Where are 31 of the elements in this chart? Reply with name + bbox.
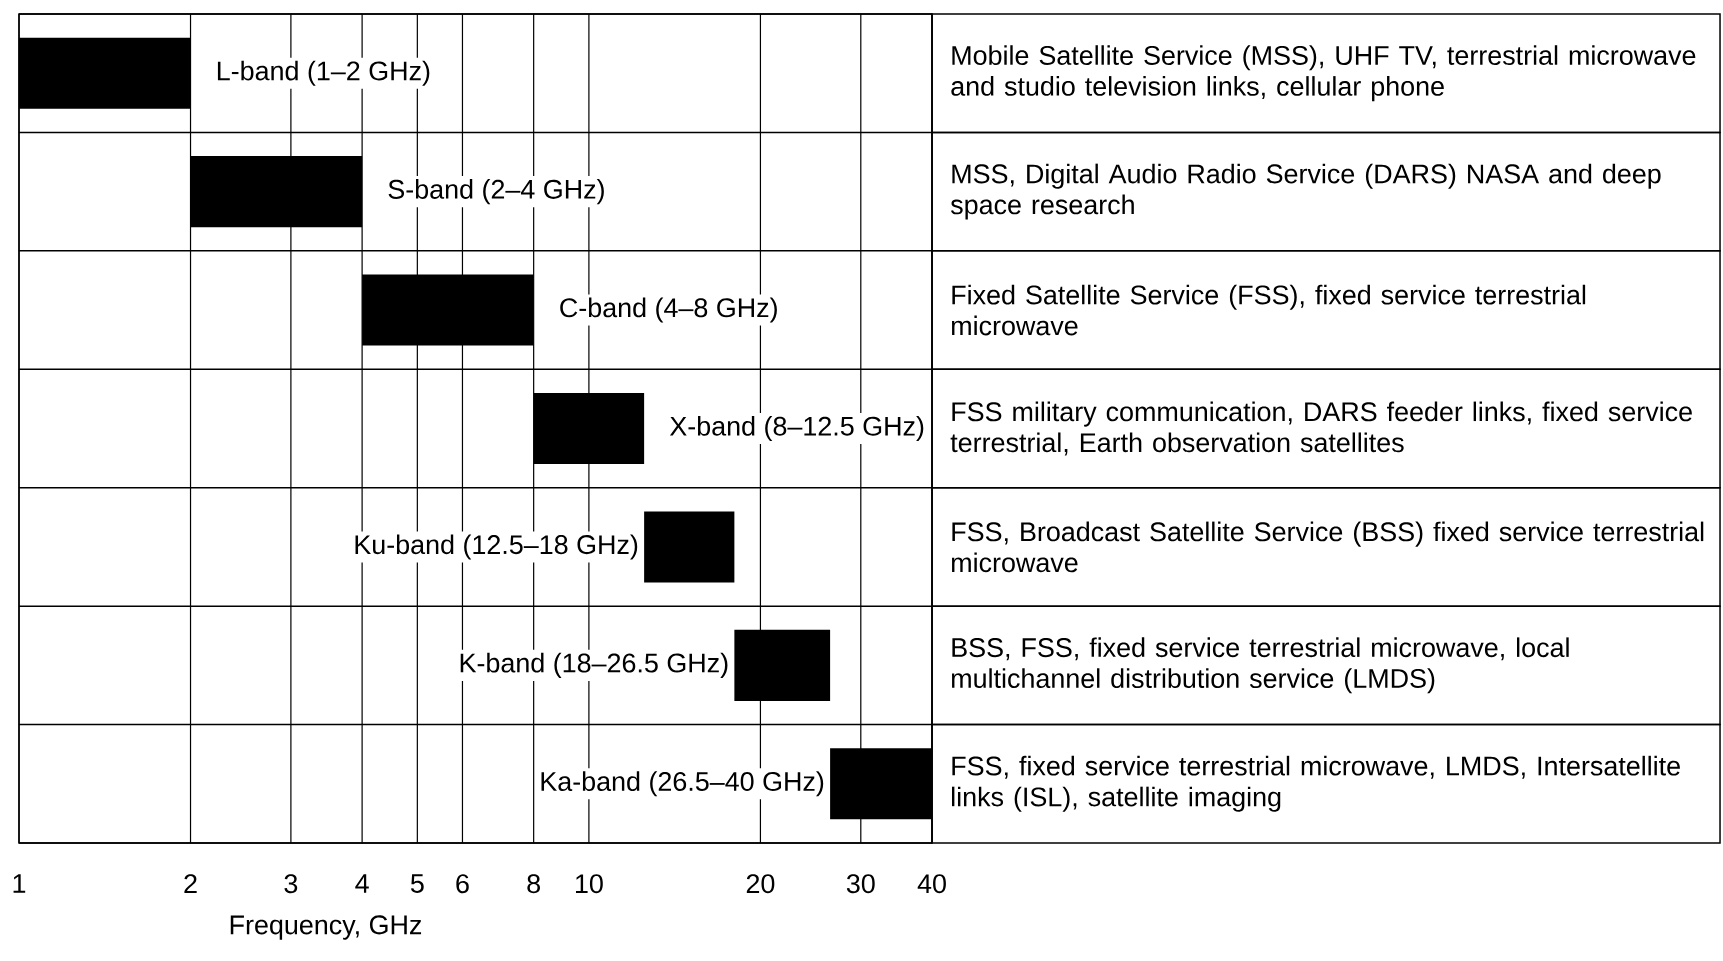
bar [734,629,831,701]
y-tick-label: K-band (18–26.5 GHz) [460,652,728,678]
text: Fixed Satellite Service (FSS), fixed service terrestrial microwave [951,284,1586,336]
x-tick-label: 3 [284,874,298,894]
x-tick-label: 4 [355,874,369,893]
x-tick-label: 5 [410,874,424,893]
text: FSS military communication, DARS feeder links, fixed service terrestrial, Earth observation satellites [950,401,1692,456]
x-axis-title: Frequency, GHz [230,915,422,940]
x-tick-label: 30 [846,874,875,894]
bar [190,156,363,228]
x-tick-label: 8 [527,874,540,894]
y-tick-label: X-band (8–12.5 GHz) [669,415,924,442]
text: MSS, Digital Audio Radio Service (DARS) NASA and deep space research [950,163,1661,220]
y-tick-label: C-band (4–8 GHz) [560,297,777,323]
bar [362,274,534,346]
x-tick-label: 20 [746,874,775,894]
y-tick-label: Ka-band (26.5–40 GHz) [541,771,824,797]
text: Mobile Satellite Service (MSS), UHF TV, terrestrial microwave and studio television links, cellular phone [951,45,1696,102]
y-tick-label: Ku-band (12.5–18 GHz) [355,534,638,560]
text: BSS, FSS, fixed service terrestrial microwave, local multichannel distribution service (LMDS) [951,637,1569,694]
bar [644,511,735,583]
x-tick-label: 6 [456,874,469,894]
x-tick-label: 2 [184,874,197,893]
y-tick-label: L-band (1–2 GHz) [217,60,430,86]
x-tick-label: 1 [13,874,26,893]
bar [533,392,645,465]
text: FSS, Broadcast Satellite Service (BSS) fixed service terrestrial microwave [951,521,1704,573]
x-tick-label: 40 [917,874,946,894]
y-tick-label: S-band (2–4 GHz) [388,179,604,205]
text: FSS, fixed service terrestrial microwave, LMDS, Intersatellite links (ISL), satellite imaging [952,755,1680,812]
x-tick-label: 10 [575,874,603,894]
